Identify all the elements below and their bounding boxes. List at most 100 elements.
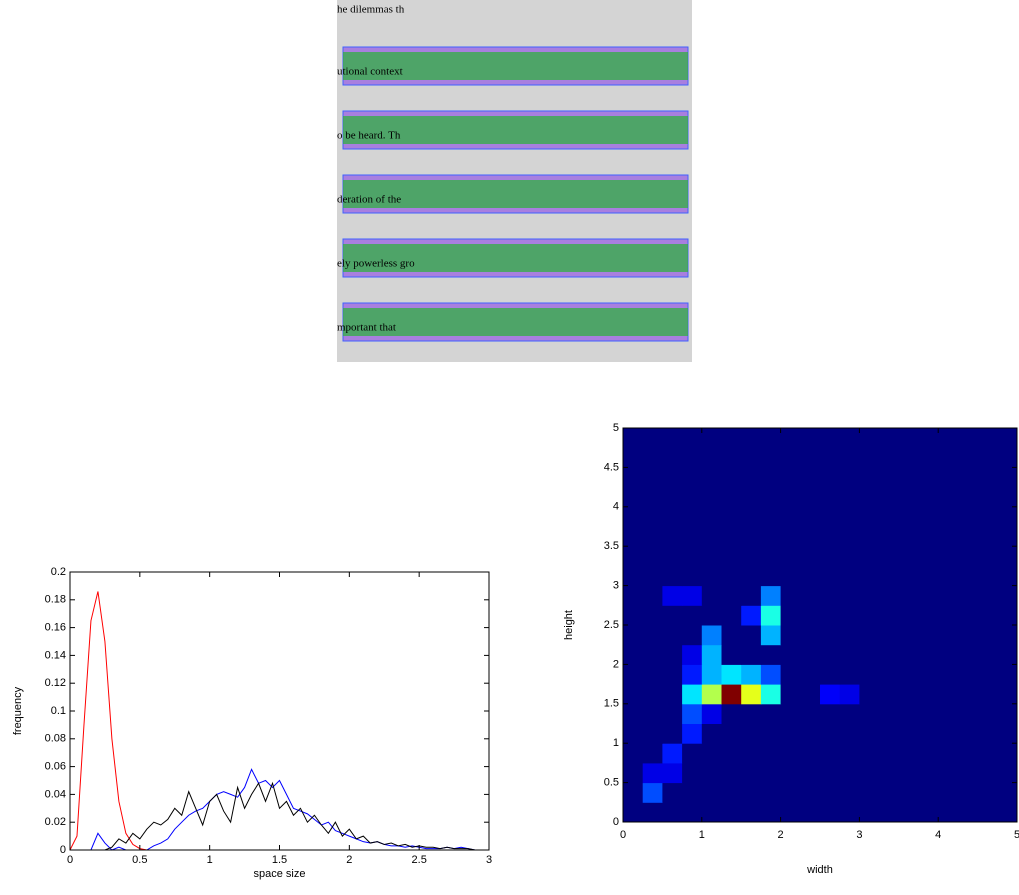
- heat-cell: [997, 802, 1018, 823]
- heat-cell: [800, 644, 821, 665]
- heat-cell: [662, 664, 683, 685]
- heat-cell: [839, 625, 860, 646]
- heat-cell: [760, 605, 782, 626]
- heat-cell: [760, 565, 782, 587]
- heat-cell: [741, 487, 762, 508]
- heat-cell: [701, 526, 722, 547]
- heat-cell: [741, 762, 762, 784]
- heat-cell: [760, 762, 782, 784]
- heat-cell: [642, 546, 663, 567]
- heat-cell: [682, 782, 703, 803]
- x-tick-label: 1.5: [272, 854, 287, 866]
- heat-cell: [721, 585, 742, 606]
- heat-cell: [642, 467, 663, 488]
- heat-cell: [839, 565, 860, 587]
- heat-cell: [780, 467, 801, 488]
- image-text-line: deration of the: [337, 194, 401, 206]
- heat-cell: [918, 743, 939, 764]
- heat-cell: [682, 644, 703, 665]
- heat-cell: [662, 487, 683, 508]
- heat-cell: [957, 467, 979, 488]
- heat-cell: [662, 546, 683, 567]
- heat-cell: [859, 506, 880, 527]
- heat-cell: [780, 487, 801, 508]
- heat-cell: [642, 428, 663, 449]
- heat-cell: [800, 762, 821, 784]
- heat-cell: [938, 428, 959, 449]
- heat-cell: [760, 723, 782, 744]
- heat-cell: [957, 487, 979, 508]
- heat-cell: [741, 585, 762, 606]
- heat-cell: [820, 664, 841, 685]
- heat-cell: [820, 447, 841, 468]
- x-tick-label: 2.5: [412, 854, 427, 866]
- heat-cell: [623, 703, 644, 724]
- heat-cell: [859, 526, 880, 547]
- heat-cell: [859, 467, 880, 488]
- heat-cell: [800, 585, 821, 606]
- heat-cell: [682, 467, 703, 488]
- heat-cell: [977, 802, 998, 823]
- heat-cell: [760, 664, 782, 685]
- heat-cell: [859, 585, 880, 606]
- heat-cell: [682, 546, 703, 567]
- heat-cell: [957, 802, 979, 823]
- heat-cell: [977, 585, 998, 606]
- heat-cell: [898, 782, 919, 803]
- heat-cell: [820, 644, 841, 665]
- heat-cell: [859, 664, 880, 685]
- heat-cell: [721, 664, 742, 685]
- heat-cell: [957, 605, 979, 626]
- heat-cell: [898, 585, 919, 606]
- heat-cell: [623, 684, 644, 705]
- heat-cell: [898, 487, 919, 508]
- y-tick-label: 0.18: [45, 594, 66, 606]
- heat-cell: [820, 743, 841, 764]
- x-tick-label: 5: [1014, 829, 1019, 841]
- heat-cell: [879, 664, 900, 685]
- image-text-line: utional context: [337, 66, 403, 78]
- heat-cell: [859, 684, 880, 705]
- image-text-line: ely powerless gro: [337, 258, 415, 270]
- heat-cell: [997, 447, 1018, 468]
- heat-cell: [642, 782, 663, 803]
- heat-cell: [662, 762, 683, 784]
- heat-cell: [938, 467, 959, 488]
- heat-cell: [898, 526, 919, 547]
- heat-cell: [741, 684, 762, 705]
- heat-cell: [642, 644, 663, 665]
- heat-cell: [977, 487, 998, 508]
- heat-cell: [662, 802, 683, 823]
- heat-cell: [879, 684, 900, 705]
- heat-cell: [780, 782, 801, 803]
- heat-cell: [780, 565, 801, 587]
- heat-cell: [977, 782, 998, 803]
- series-line: [70, 768, 489, 851]
- heat-cell: [780, 802, 801, 823]
- heat-cell: [721, 428, 742, 449]
- heat-cell: [898, 546, 919, 567]
- heat-cell: [859, 762, 880, 784]
- heat-cell: [957, 585, 979, 606]
- heat-cell: [800, 565, 821, 587]
- heat-cell: [918, 546, 939, 567]
- heat-cell: [800, 526, 821, 547]
- heat-cell: [898, 802, 919, 823]
- heat-cell: [977, 723, 998, 744]
- heat-cell: [662, 625, 683, 646]
- heat-cell: [642, 664, 663, 685]
- heat-cell: [898, 743, 919, 764]
- heat-cell: [760, 546, 782, 567]
- heat-cell: [879, 467, 900, 488]
- heat-cell: [977, 428, 998, 449]
- heat-cell: [642, 802, 663, 823]
- heat-cell: [918, 605, 939, 626]
- heat-cell: [662, 526, 683, 547]
- heat-cell: [859, 723, 880, 744]
- y-tick-label: 0.08: [45, 733, 66, 745]
- image-text-line: mportant that: [337, 322, 396, 334]
- text-image: he dilemmas th utional context o be heard.…: [337, 0, 692, 362]
- heat-cell: [957, 703, 979, 724]
- heat-cell: [780, 644, 801, 665]
